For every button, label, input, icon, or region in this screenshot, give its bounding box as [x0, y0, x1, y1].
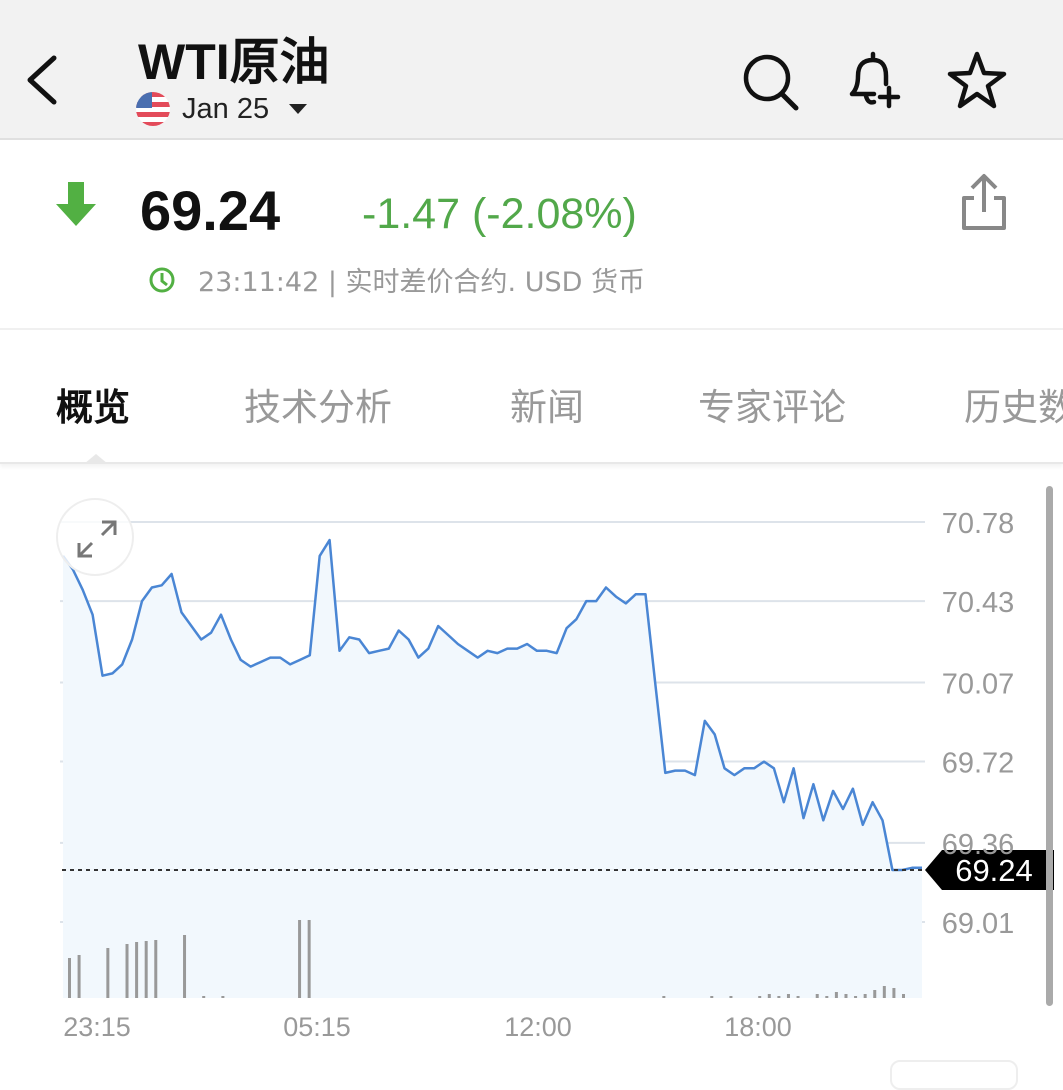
volume-bar: [892, 988, 896, 998]
tab-technical[interactable]: 技术分析: [244, 386, 392, 429]
us-flag-icon: [136, 92, 170, 126]
share-icon[interactable]: [958, 172, 1010, 234]
x-tick-label: 18:00: [724, 1012, 792, 1042]
volume-bar: [863, 994, 867, 998]
chevron-down-icon: [289, 104, 308, 114]
tab-news[interactable]: 新闻: [510, 386, 584, 429]
tab-expert[interactable]: 专家评论: [698, 386, 846, 429]
volume-bar: [729, 996, 733, 998]
quote-meta: 23:11:42 | 实时差价合约. USD 货币: [148, 260, 645, 299]
clock-icon: [149, 267, 175, 292]
volume-bar: [77, 955, 81, 998]
volume-bar: [68, 958, 71, 998]
quote-time-and-info: 23:11:42 | 实时差价合约. USD 货币: [198, 267, 645, 298]
expand-icon: [77, 520, 117, 558]
contract-label: Jan 25: [182, 92, 270, 125]
search-icon[interactable]: [740, 48, 802, 114]
tab-overview[interactable]: 概览: [56, 386, 130, 429]
volume-bar: [307, 920, 311, 998]
volume-bar: [825, 996, 829, 998]
top-bar: WTI原油 Jan 25: [0, 0, 1063, 140]
volume-bar: [125, 944, 129, 998]
volume-bar: [873, 990, 877, 998]
volume-bar: [183, 935, 187, 998]
y-tick-label: 70.78: [942, 508, 1015, 540]
tab-history[interactable]: 历史数据: [964, 386, 1063, 429]
instrument-title: WTI原油: [138, 34, 330, 90]
last-price-tag: 69.24: [925, 850, 1054, 891]
price-change: -1.47 (-2.08%): [362, 190, 637, 238]
back-icon[interactable]: [20, 50, 64, 110]
volume-bar: [106, 948, 110, 998]
star-icon[interactable]: [946, 48, 1008, 114]
volume-bar: [298, 920, 302, 998]
tab-bar: 概览 技术分析 新闻 专家评论 历史数据: [0, 332, 1063, 464]
contract-selector[interactable]: Jan 25: [136, 92, 308, 126]
volume-bar: [767, 994, 771, 998]
volume-bar: [854, 996, 858, 998]
y-tick-label: 70.43: [942, 587, 1015, 619]
volume-bar: [758, 996, 762, 998]
volume-bar: [844, 994, 848, 998]
y-tick-label: 69.36: [942, 829, 1015, 861]
volume-bar: [202, 996, 206, 998]
y-tick-label: 69.01: [942, 908, 1015, 940]
price-area: [63, 540, 922, 998]
last-price: 69.24: [140, 179, 281, 242]
volume-bar: [154, 940, 158, 998]
volume-bar: [815, 994, 819, 998]
volume-bar: [221, 996, 225, 998]
volume-bar: [144, 941, 148, 998]
volume-bar: [662, 996, 666, 998]
x-tick-label: 12:00: [504, 1012, 572, 1042]
expand-chart-button[interactable]: [56, 498, 134, 576]
price-line: [61, 538, 922, 872]
volume-bar: [777, 996, 781, 998]
volume-bar: [786, 994, 790, 998]
scrollbar[interactable]: [1046, 486, 1053, 1006]
x-tick-label: 23:15: [63, 1012, 131, 1042]
active-tab-pointer: [84, 454, 108, 464]
x-tick-label: 05:15: [283, 1012, 351, 1042]
volume-bar: [710, 996, 714, 998]
volume-bar: [834, 992, 838, 998]
last-price-label: 69.24: [955, 853, 1033, 888]
volume-bar: [902, 994, 905, 998]
quote-panel: 69.24 -1.47 (-2.08%) 23:11:42 | 实时差价合约. …: [0, 142, 1063, 330]
down-arrow-icon: [56, 182, 96, 226]
volume-bar: [882, 986, 886, 998]
chart-option-button[interactable]: [890, 1060, 1018, 1090]
y-tick-label: 70.07: [942, 668, 1015, 700]
bell-plus-icon[interactable]: [842, 48, 904, 114]
volume-bar: [796, 996, 800, 998]
price-chart[interactable]: 69.24 70.78 70.43 70.07 69.72 69.36 69.01 23:…: [0, 466, 1063, 1080]
volume-bar: [135, 942, 139, 998]
y-tick-label: 69.72: [942, 748, 1015, 780]
